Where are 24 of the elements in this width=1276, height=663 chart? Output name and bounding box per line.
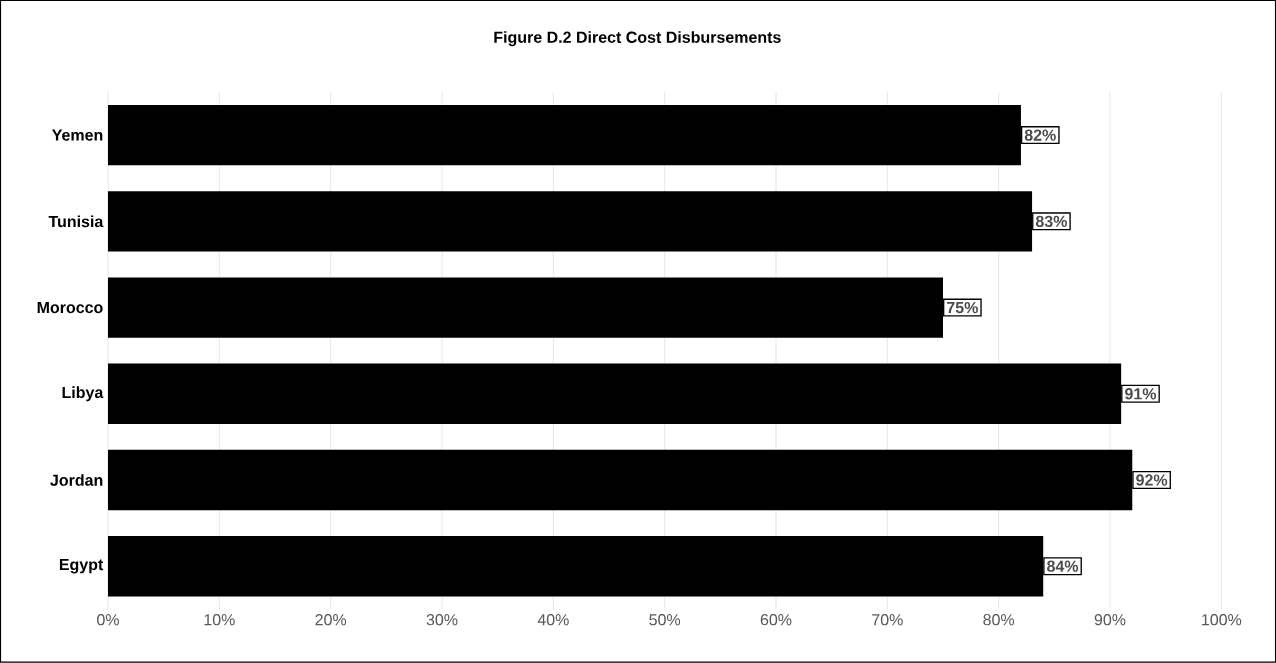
- x-tick-label: 30%: [426, 614, 458, 626]
- data-label: 92%: [1136, 474, 1168, 486]
- data-label: 91%: [1125, 388, 1157, 400]
- y-tick-label: Egypt: [59, 559, 104, 574]
- y-tick-label: Yemen: [51, 129, 103, 141]
- data-label: 83%: [1035, 215, 1067, 228]
- data-label: 75%: [947, 302, 978, 314]
- x-tick-label: 20%: [315, 614, 347, 626]
- x-tick-label: 70%: [872, 614, 903, 626]
- x-tick-label: 0%: [97, 614, 119, 626]
- x-tick-label: 50%: [649, 614, 681, 626]
- x-tick-label: 100%: [1202, 614, 1242, 626]
- y-tick-label: Morocco: [37, 302, 103, 314]
- y-tick-label: Jordan: [50, 474, 103, 487]
- chart-title: Figure D.2 Direct Cost Disbursements: [494, 31, 781, 47]
- data-label: 84%: [1047, 560, 1079, 573]
- x-tick-label: 10%: [204, 614, 235, 626]
- y-tick-label: Tunisia: [48, 215, 104, 228]
- y-tick-label: Libya: [62, 386, 104, 402]
- x-tick-label: 40%: [537, 614, 569, 626]
- x-tick-label: 90%: [1094, 614, 1126, 626]
- data-label: 82%: [1024, 129, 1056, 141]
- x-tick-label: 80%: [983, 614, 1015, 626]
- x-tick-label: 60%: [760, 614, 792, 626]
